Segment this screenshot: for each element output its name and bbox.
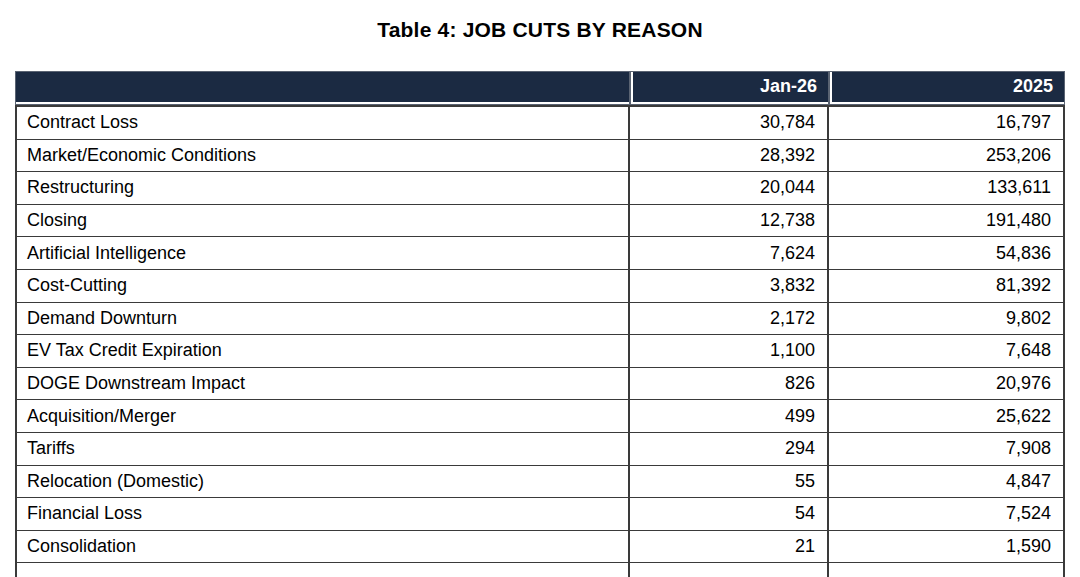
table-row: Artificial Intelligence7,62454,836 [15, 237, 1065, 270]
header-cell-jan26: Jan-26 [630, 71, 829, 105]
table-row: DOGE Downstream Impact82620,976 [15, 368, 1065, 401]
table-row: Tariffs2947,908 [15, 433, 1065, 466]
y2025-value-cell: 7,524 [829, 498, 1065, 531]
jan26-value-cell: 55 [630, 466, 829, 499]
table-header: Jan-26 2025 [15, 71, 1065, 105]
jan26-value-cell: 54 [630, 498, 829, 531]
jan26-value-cell: 3,832 [630, 270, 829, 303]
table-row: Relocation (Domestic)554,847 [15, 466, 1065, 499]
table-row: EV Tax Credit Expiration1,1007,648 [15, 335, 1065, 368]
jan26-value-cell: 2,172 [630, 303, 829, 336]
y2025-value-cell: 4,847 [829, 466, 1065, 499]
partial-cell [630, 563, 829, 577]
reason-cell: Contract Loss [15, 105, 630, 140]
document-page: Table 4: JOB CUTS BY REASON Jan-26 2025 … [0, 0, 1080, 577]
y2025-value-cell: 1,590 [829, 531, 1065, 564]
reason-cell: Restructuring [15, 172, 630, 205]
table-row: Market/Economic Conditions28,392253,206 [15, 140, 1065, 173]
partial-cell [15, 563, 630, 577]
y2025-value-cell: 54,836 [829, 237, 1065, 270]
jan26-value-cell: 12,738 [630, 205, 829, 238]
table-row: Restructuring20,044133,611 [15, 172, 1065, 205]
reason-cell: EV Tax Credit Expiration [15, 335, 630, 368]
table-row: Acquisition/Merger49925,622 [15, 400, 1065, 433]
y2025-value-cell: 7,908 [829, 433, 1065, 466]
reason-cell: Acquisition/Merger [15, 400, 630, 433]
jan26-value-cell: 1,100 [630, 335, 829, 368]
y2025-value-cell: 7,648 [829, 335, 1065, 368]
reason-cell: Market/Economic Conditions [15, 140, 630, 173]
reason-cell: DOGE Downstream Impact [15, 368, 630, 401]
reason-cell: Tariffs [15, 433, 630, 466]
table-row: Financial Loss547,524 [15, 498, 1065, 531]
table-title: Table 4: JOB CUTS BY REASON [0, 0, 1080, 43]
y2025-value-cell: 16,797 [829, 105, 1065, 140]
jan26-value-cell: 826 [630, 368, 829, 401]
header-cell-reason [15, 71, 630, 105]
y2025-value-cell: 191,480 [829, 205, 1065, 238]
reason-cell: Cost-Cutting [15, 270, 630, 303]
y2025-value-cell: 20,976 [829, 368, 1065, 401]
jan26-value-cell: 294 [630, 433, 829, 466]
jan26-value-cell: 499 [630, 400, 829, 433]
table-row: Demand Downturn2,1729,802 [15, 303, 1065, 336]
table-row: Closing12,738191,480 [15, 205, 1065, 238]
y2025-value-cell: 253,206 [829, 140, 1065, 173]
header-row: Jan-26 2025 [15, 71, 1065, 105]
reason-cell: Artificial Intelligence [15, 237, 630, 270]
table-row: Consolidation211,590 [15, 531, 1065, 564]
table-row: Contract Loss30,78416,797 [15, 105, 1065, 140]
jan26-value-cell: 20,044 [630, 172, 829, 205]
jan26-value-cell: 28,392 [630, 140, 829, 173]
table-body: Contract Loss30,78416,797Market/Economic… [15, 105, 1065, 577]
jan26-value-cell: 21 [630, 531, 829, 564]
y2025-value-cell: 9,802 [829, 303, 1065, 336]
jan26-value-cell: 7,624 [630, 237, 829, 270]
reason-cell: Demand Downturn [15, 303, 630, 336]
reason-cell: Relocation (Domestic) [15, 466, 630, 499]
header-cell-2025: 2025 [829, 71, 1065, 105]
job-cuts-table: Jan-26 2025 Contract Loss30,78416,797Mar… [15, 71, 1065, 577]
table-row: Cost-Cutting3,83281,392 [15, 270, 1065, 303]
partial-clipped-row [15, 563, 1065, 577]
reason-cell: Financial Loss [15, 498, 630, 531]
partial-cell [829, 563, 1065, 577]
y2025-value-cell: 81,392 [829, 270, 1065, 303]
jan26-value-cell: 30,784 [630, 105, 829, 140]
y2025-value-cell: 25,622 [829, 400, 1065, 433]
reason-cell: Consolidation [15, 531, 630, 564]
y2025-value-cell: 133,611 [829, 172, 1065, 205]
reason-cell: Closing [15, 205, 630, 238]
